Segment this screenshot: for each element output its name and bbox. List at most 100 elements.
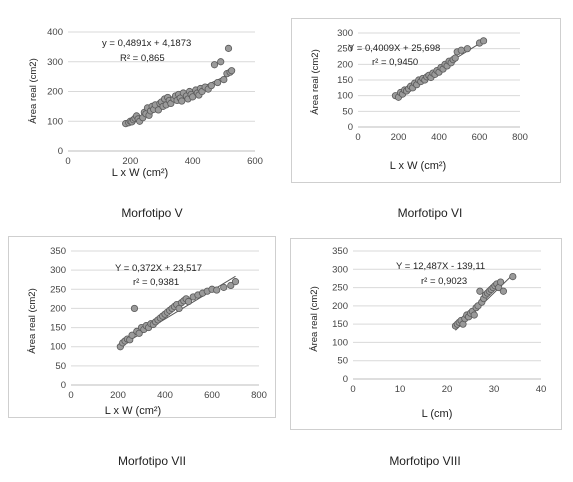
y-tick-label: 50 xyxy=(55,361,66,372)
y-tick-label: 350 xyxy=(332,246,348,257)
y-tick-label: 0 xyxy=(348,122,353,133)
x-tick-label: 0 xyxy=(68,390,73,401)
data-point xyxy=(220,283,228,291)
data-point xyxy=(457,46,465,54)
data-point xyxy=(210,61,219,69)
scatter-chart-vii: 0 50 100 150 200 250 300 350 0 200 400 600 800 Y = 0,… xyxy=(27,246,267,417)
y-tick-label: 200 xyxy=(47,87,63,98)
data-point xyxy=(499,287,507,295)
data-point xyxy=(213,286,221,294)
y-tick-label: 0 xyxy=(61,380,66,391)
y-tick-label: 100 xyxy=(47,116,63,127)
x-axis-label: L x W (cm²) xyxy=(112,167,168,179)
x-axis-label: L (cm) xyxy=(422,408,453,420)
trend-equation: Y = 0,372X + 23,517 xyxy=(115,263,202,274)
y-tick-label: 250 xyxy=(332,283,348,294)
r-squared-label: r² = 0,9381 xyxy=(133,277,179,288)
y-tick-label: 200 xyxy=(337,59,353,70)
x-axis-label: L x W (cm²) xyxy=(390,160,446,172)
data-point xyxy=(463,45,471,53)
chart-panel-vii: 0 50 100 150 200 250 300 350 0 200 400 600 800 Y = 0,… xyxy=(8,236,276,418)
y-axis-label: Área real (cm2) xyxy=(310,49,321,114)
y-axis-label: Área real (cm2) xyxy=(28,58,39,123)
y-tick-label: 300 xyxy=(337,28,353,39)
x-tick-label: 400 xyxy=(157,390,173,401)
data-point xyxy=(220,75,228,84)
y-tick-label: 0 xyxy=(58,146,63,157)
x-tick-label: 30 xyxy=(489,384,500,395)
data-point xyxy=(227,281,235,290)
data-point xyxy=(217,58,225,66)
x-tick-label: 600 xyxy=(247,156,263,167)
y-tick-label: 100 xyxy=(50,342,66,353)
y-tick-label: 150 xyxy=(332,319,348,330)
trend-equation: Y = 0,4009X + 25,698 xyxy=(348,43,440,54)
x-tick-label: 40 xyxy=(536,384,547,395)
y-tick-label: 300 xyxy=(47,57,63,68)
data-point xyxy=(154,106,162,114)
y-axis-label: Área real (cm2) xyxy=(309,286,320,351)
y-tick-label: 400 xyxy=(47,27,63,38)
scatter-chart-vi: 0 50 100 150 200 250 300 0 200 400 600 800 Y = 0,400… xyxy=(310,28,528,172)
data-point xyxy=(231,278,240,286)
y-tick-label: 50 xyxy=(337,356,348,367)
y-axis-label: Área real (cm2) xyxy=(27,288,38,353)
y-tick-label: 50 xyxy=(342,106,353,117)
x-tick-label: 600 xyxy=(472,132,488,143)
data-point xyxy=(470,311,478,319)
r-squared-label: r² = 0,9023 xyxy=(421,276,467,287)
y-tick-label: 250 xyxy=(50,284,66,295)
trend-equation: y = 0,4891x + 4,1873 xyxy=(102,38,191,49)
y-tick-label: 150 xyxy=(50,323,66,334)
x-tick-label: 20 xyxy=(442,384,453,395)
y-tick-label: 300 xyxy=(332,264,348,275)
r-squared-label: R² = 0,865 xyxy=(120,53,165,64)
scatter-chart-viii: 0 50 100 150 200 250 300 350 0 10 20 30 40 Y = 12,487… xyxy=(309,246,547,420)
x-tick-label: 800 xyxy=(251,390,267,401)
data-point xyxy=(224,44,233,52)
data-point xyxy=(207,81,215,90)
x-tick-label: 0 xyxy=(355,132,360,143)
chart-panel-vi: 0 50 100 150 200 250 300 0 200 400 600 800 Y = 0,400… xyxy=(291,18,561,183)
y-tick-label: 200 xyxy=(332,301,348,312)
chart-panel-v: 0 100 200 300 400 0 200 400 600 y = 0,4891x + 4,1… xyxy=(10,18,270,188)
x-tick-label: 10 xyxy=(395,384,406,395)
data-point xyxy=(479,37,488,45)
data-point xyxy=(130,304,139,313)
x-axis-label: L x W (cm²) xyxy=(105,405,161,417)
r-squared-label: r² = 0,9450 xyxy=(372,57,418,68)
x-tick-label: 0 xyxy=(65,156,70,167)
data-point xyxy=(451,54,459,62)
data-point xyxy=(178,97,186,105)
data-point xyxy=(184,297,193,306)
data-point xyxy=(128,331,136,339)
data-point xyxy=(509,272,517,281)
x-tick-label: 200 xyxy=(110,390,126,401)
x-tick-label: 600 xyxy=(204,390,220,401)
scatter-chart-v: 0 100 200 300 400 0 200 400 600 y = 0,4891x + 4,1… xyxy=(28,27,263,179)
y-tick-label: 350 xyxy=(50,246,66,257)
caption-viii: Morfotipo VIII xyxy=(389,454,461,468)
y-tick-label: 0 xyxy=(343,374,348,385)
data-point xyxy=(228,67,236,75)
caption-v: Morfotipo V xyxy=(121,206,183,220)
y-tick-label: 200 xyxy=(50,303,66,314)
data-point xyxy=(476,287,484,295)
x-tick-label: 200 xyxy=(122,156,138,167)
x-tick-label: 0 xyxy=(350,384,355,395)
chart-panel-viii: 0 50 100 150 200 250 300 350 0 10 20 30 40 Y = 12,487… xyxy=(290,238,562,430)
caption-vi: Morfotipo VI xyxy=(397,206,463,220)
x-tick-label: 800 xyxy=(512,132,528,143)
caption-vii: Morfotipo VII xyxy=(117,454,187,468)
y-tick-label: 100 xyxy=(337,91,353,102)
x-tick-label: 400 xyxy=(185,156,201,167)
x-tick-label: 200 xyxy=(391,132,407,143)
x-tick-label: 400 xyxy=(431,132,447,143)
y-tick-label: 150 xyxy=(337,75,353,86)
y-tick-label: 300 xyxy=(50,265,66,276)
data-point xyxy=(496,278,505,286)
trend-equation: Y = 12,487X - 139,11 xyxy=(396,261,485,272)
y-tick-label: 250 xyxy=(337,44,353,55)
y-tick-label: 100 xyxy=(332,337,348,348)
data-point xyxy=(214,78,222,87)
